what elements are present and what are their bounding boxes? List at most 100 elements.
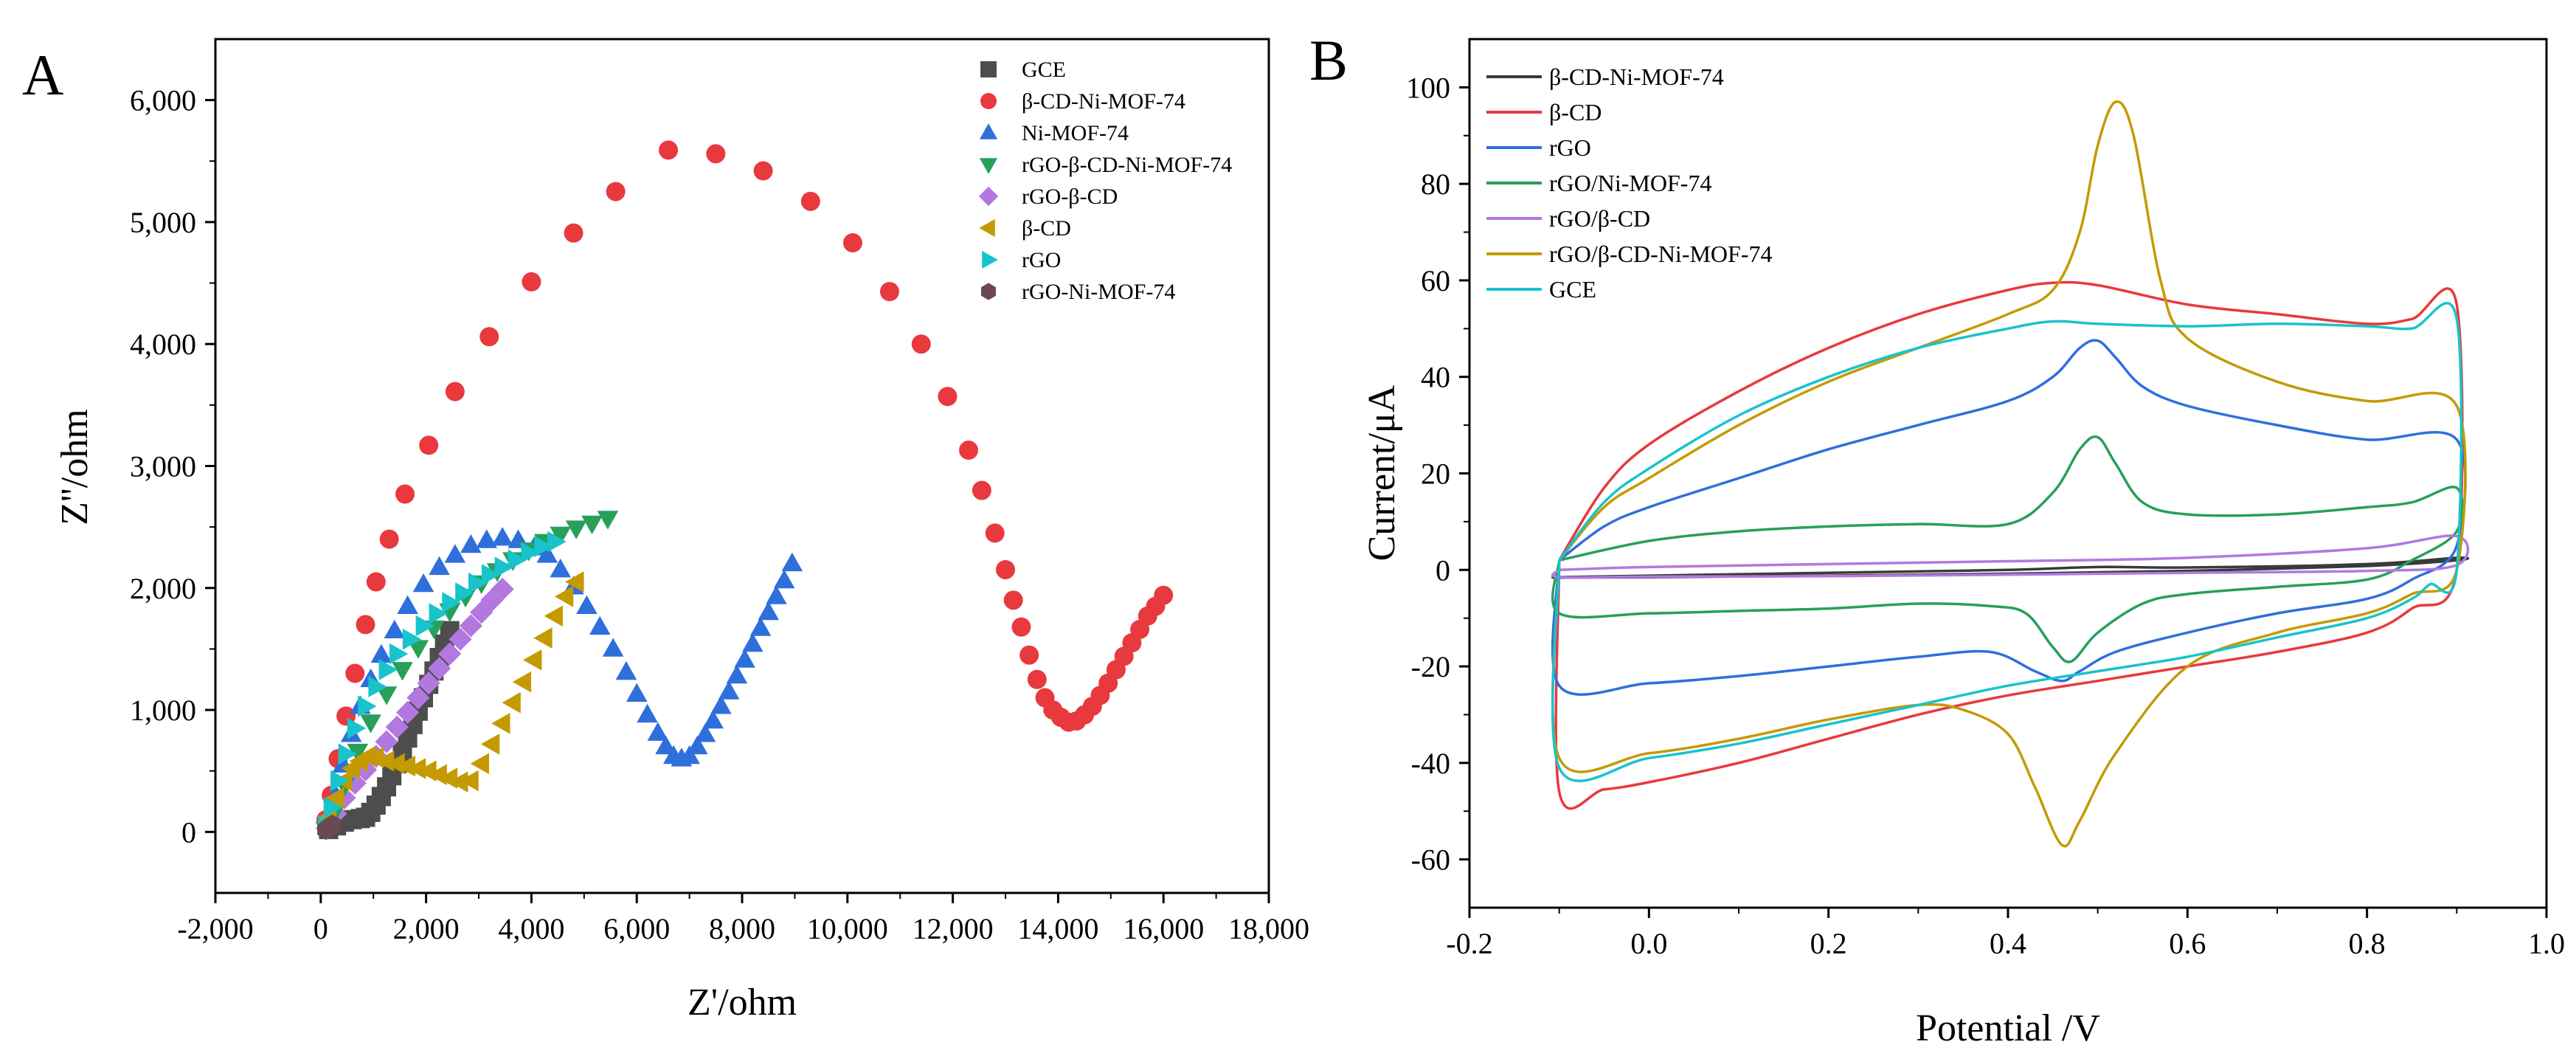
a-y-tick-label: 5,000 bbox=[130, 206, 196, 239]
cv-curve-rgo-ni-mof-74 bbox=[1551, 435, 2464, 663]
data-point-rgo bbox=[347, 717, 367, 739]
data-point-beta-cd bbox=[565, 571, 584, 593]
a-x-tick-label: 18,000 bbox=[1228, 912, 1309, 945]
b-y-tick-label: -20 bbox=[1411, 650, 1450, 683]
legend-marker-beta-cd-ni-mof-74 bbox=[980, 93, 997, 109]
data-point-rgo bbox=[330, 770, 350, 792]
data-point-rgo bbox=[521, 542, 540, 564]
data-point-beta-cd-ni-mof-74 bbox=[1003, 590, 1023, 610]
data-point-ni-mof-74 bbox=[710, 695, 732, 714]
legend-marker-ni-mof-74 bbox=[979, 123, 998, 139]
data-point-beta-cd-ni-mof-74 bbox=[479, 327, 499, 347]
data-point-beta-cd bbox=[406, 758, 426, 779]
a-x-tick-label: 8,000 bbox=[709, 912, 775, 945]
data-point-rgo-beta-cd-ni-mof-74 bbox=[581, 515, 603, 535]
legend-marker-rgo-beta-cd bbox=[978, 186, 999, 207]
data-point-ni-mof-74 bbox=[397, 595, 418, 614]
legend-marker-rgo-beta-cd-ni-mof-74 bbox=[979, 158, 998, 174]
legend-a: GCE β-CD-Ni-MOF-74 Ni-MOF-74 rGO-β-CD-Ni-MO… bbox=[978, 58, 1232, 304]
data-point-beta-cd bbox=[357, 745, 376, 767]
data-point-beta-cd bbox=[449, 771, 468, 793]
b-y-tick-label: 100 bbox=[1406, 71, 1450, 104]
cv-curve-rgo-beta-cd-ni-mof-74 bbox=[1551, 100, 2467, 848]
data-point-rgo bbox=[378, 659, 398, 680]
data-point-rgo-beta-cd-ni-mof-74 bbox=[597, 511, 619, 530]
series-beta-cd bbox=[317, 571, 584, 828]
data-point-beta-cd bbox=[325, 787, 344, 809]
data-point-rgo bbox=[402, 628, 422, 650]
data-point-beta-cd-ni-mof-74 bbox=[879, 282, 899, 302]
data-point-ni-mof-74 bbox=[742, 632, 764, 652]
data-point-rgo-beta-cd bbox=[438, 642, 462, 666]
data-point-ni-mof-74 bbox=[718, 680, 740, 700]
data-point-ni-mof-74 bbox=[679, 745, 700, 765]
data-point-rgo-beta-cd bbox=[417, 672, 440, 695]
data-point-beta-cd-ni-mof-74 bbox=[972, 480, 991, 500]
data-point-ni-mof-74 bbox=[384, 619, 406, 638]
legend-marker-rgo-ni-mof-74 bbox=[981, 283, 996, 300]
data-point-beta-cd bbox=[491, 713, 510, 734]
legend-label-gce: GCE bbox=[1022, 58, 1066, 82]
data-point-beta-cd-ni-mof-74 bbox=[522, 272, 541, 291]
data-point-ni-mof-74 bbox=[766, 585, 787, 604]
data-point-beta-cd-ni-mof-74 bbox=[356, 615, 375, 635]
legend-label-beta-cd-ni-mof-74: β-CD-Ni-MOF-74 bbox=[1022, 89, 1185, 114]
data-point-beta-cd-ni-mof-74 bbox=[564, 223, 584, 243]
legend-label-rgo-ni-mof-74: rGO-Ni-MOF-74 bbox=[1022, 280, 1175, 304]
data-point-ni-mof-74 bbox=[444, 544, 466, 563]
data-point-beta-cd-ni-mof-74 bbox=[1011, 617, 1031, 637]
panel-letter-a: A bbox=[22, 43, 63, 107]
legend-label-beta-cd: β-CD bbox=[1022, 216, 1071, 241]
data-point-rgo-beta-cd bbox=[396, 700, 420, 724]
data-point-rgo bbox=[547, 531, 567, 553]
data-point-ni-mof-74 bbox=[687, 735, 708, 755]
data-point-ni-mof-74 bbox=[694, 723, 716, 742]
data-point-ni-mof-74 bbox=[647, 722, 669, 741]
series-rgo-ni-mof-74 bbox=[317, 814, 342, 840]
b-y-tick-label: 20 bbox=[1421, 458, 1450, 491]
data-point-rgo bbox=[338, 743, 357, 765]
data-point-rgo-beta-cd-ni-mof-74 bbox=[550, 526, 571, 545]
data-point-beta-cd-ni-mof-74 bbox=[842, 233, 862, 253]
legend-label-gce: GCE bbox=[1549, 276, 1596, 303]
data-point-beta-cd-ni-mof-74 bbox=[959, 441, 979, 460]
data-point-ni-mof-74 bbox=[429, 556, 450, 576]
data-point-rgo-ni-mof-74 bbox=[323, 814, 342, 835]
data-point-beta-cd-ni-mof-74 bbox=[938, 387, 958, 407]
data-point-ni-mof-74 bbox=[702, 710, 724, 729]
data-point-rgo-beta-cd-ni-mof-74 bbox=[360, 714, 381, 734]
a-y-tick-label: 3,000 bbox=[130, 450, 196, 483]
data-point-rgo bbox=[442, 592, 461, 613]
b-y-tick-label: 60 bbox=[1421, 264, 1450, 297]
data-point-rgo bbox=[429, 603, 448, 624]
data-point-beta-cd-ni-mof-74 bbox=[366, 572, 386, 592]
data-point-rgo-beta-cd bbox=[375, 730, 398, 753]
data-point-ni-mof-74 bbox=[491, 527, 513, 546]
data-point-ni-mof-74 bbox=[589, 615, 611, 635]
x-axis-label-b: Potential /V bbox=[1916, 1007, 2100, 1049]
data-point-ni-mof-74 bbox=[615, 660, 637, 680]
data-point-ni-mof-74 bbox=[749, 617, 772, 636]
data-point-beta-cd bbox=[512, 671, 532, 693]
data-point-beta-cd bbox=[544, 605, 563, 627]
data-point-ni-mof-74 bbox=[758, 601, 779, 621]
data-point-ni-mof-74 bbox=[726, 664, 748, 684]
a-x-tick-label: 2,000 bbox=[393, 912, 460, 945]
data-point-ni-mof-74 bbox=[637, 703, 658, 723]
data-point-rgo-beta-cd bbox=[385, 715, 409, 739]
cv-curve-rgo bbox=[1551, 339, 2467, 696]
b-x-tick-label: 0.2 bbox=[1810, 927, 1847, 960]
a-y-tick-label: 4,000 bbox=[130, 328, 196, 361]
y-axis-label-b: Current/μA bbox=[1361, 384, 1403, 561]
legend-label-beta-cd-ni-mof-74: β-CD-Ni-MOF-74 bbox=[1549, 63, 1724, 90]
b-y-tick-label: 80 bbox=[1421, 168, 1450, 201]
data-point-beta-cd-ni-mof-74 bbox=[911, 334, 931, 354]
b-x-tick-label: 0.4 bbox=[1990, 927, 2026, 960]
data-point-ni-mof-74 bbox=[602, 638, 624, 657]
a-y-tick-label: 6,000 bbox=[130, 84, 196, 117]
data-point-beta-cd-ni-mof-74 bbox=[1154, 585, 1174, 605]
a-y-tick-label: 1,000 bbox=[130, 694, 196, 727]
legend-marker-gce bbox=[980, 61, 997, 77]
data-point-rgo bbox=[481, 564, 501, 585]
cv-curve-gce bbox=[1551, 302, 2463, 783]
